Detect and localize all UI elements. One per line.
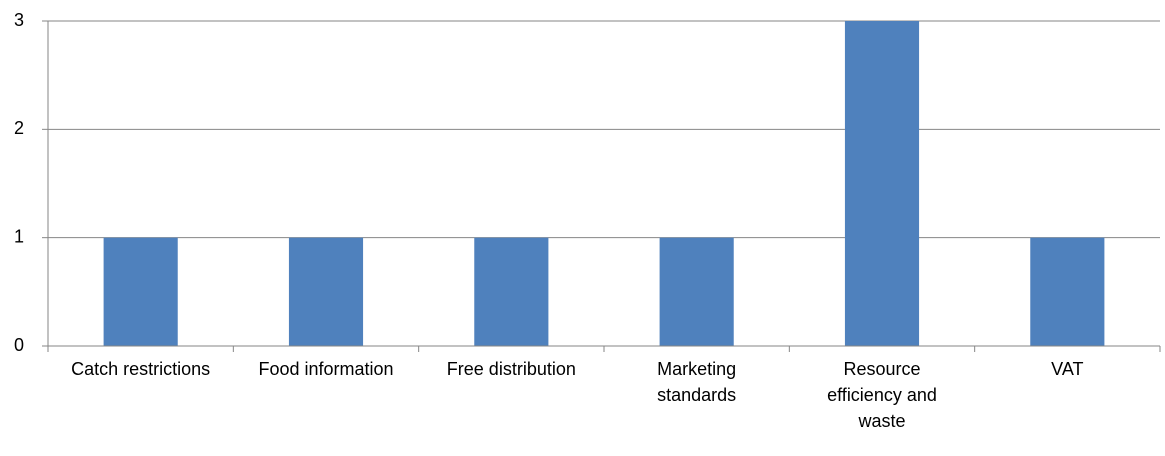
y-tick-label: 3 — [14, 10, 24, 30]
bar — [659, 237, 734, 346]
y-tick-label: 1 — [14, 226, 24, 246]
x-tick-label: Free distribution — [446, 359, 576, 379]
x-tick-label: Marketing standards — [657, 359, 737, 405]
bar — [474, 237, 549, 346]
bar — [103, 237, 178, 346]
bar — [288, 237, 364, 346]
x-tick-label: Food information — [258, 359, 394, 379]
x-tick-label: Resource efficiency and waste — [827, 359, 937, 431]
x-tick-label: VAT — [1051, 359, 1084, 379]
y-tick-label: 0 — [14, 335, 24, 355]
y-tick-label: 2 — [14, 118, 24, 138]
bar — [1030, 237, 1105, 346]
bar — [844, 21, 920, 346]
x-tick-label: Catch restrictions — [71, 359, 211, 379]
